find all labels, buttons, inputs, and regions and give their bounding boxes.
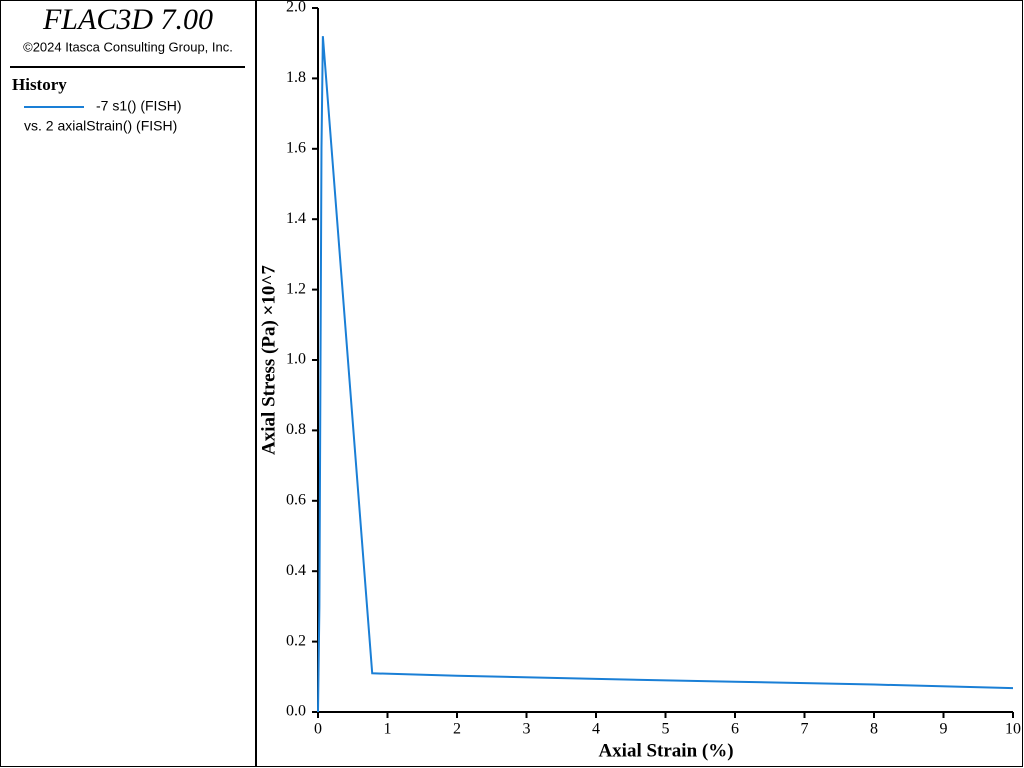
x-tick-label: 2 — [453, 721, 461, 738]
y-tick-label: 1.2 — [286, 280, 306, 297]
series-line — [317, 36, 1014, 713]
app-title: FLAC3D 7.00 — [42, 3, 213, 36]
y-tick-label: 0.4 — [286, 562, 306, 579]
y-tick-label: 2.0 — [286, 0, 306, 16]
legend-x-series: vs. 2 axialStrain() (FISH) — [24, 118, 177, 134]
plot-panel — [256, 0, 1023, 767]
y-tick-label: 1.8 — [286, 69, 306, 86]
x-tick-label: 1 — [384, 721, 392, 738]
y-tick-label: 0.2 — [286, 632, 306, 649]
y-tick-label: 1.6 — [286, 139, 306, 156]
y-axis-label: Axial Stress (Pa) ×10^7 — [258, 265, 279, 455]
x-tick-label: 4 — [592, 721, 600, 738]
x-tick-label: 8 — [870, 721, 878, 738]
x-tick-label: 7 — [801, 721, 809, 738]
x-tick-label: 5 — [662, 721, 670, 738]
y-tick-label: 1.4 — [286, 210, 306, 227]
y-tick-label: 1.0 — [286, 351, 306, 368]
x-tick-label: 10 — [1005, 721, 1021, 738]
y-tick-label: 0.6 — [286, 491, 306, 508]
x-tick-label: 9 — [940, 721, 948, 738]
copyright: ©2024 Itasca Consulting Group, Inc. — [23, 39, 233, 54]
y-tick-label: 0.0 — [286, 703, 306, 720]
legend-heading: History — [12, 75, 67, 94]
legend-label: -7 s1() (FISH) — [96, 98, 182, 114]
x-axis-label: Axial Strain (%) — [598, 740, 733, 761]
left-panel — [0, 0, 256, 767]
x-tick-label: 3 — [523, 721, 531, 738]
y-tick-label: 0.8 — [286, 421, 306, 438]
x-tick-label: 6 — [731, 721, 739, 738]
x-tick-label: 0 — [314, 721, 322, 738]
